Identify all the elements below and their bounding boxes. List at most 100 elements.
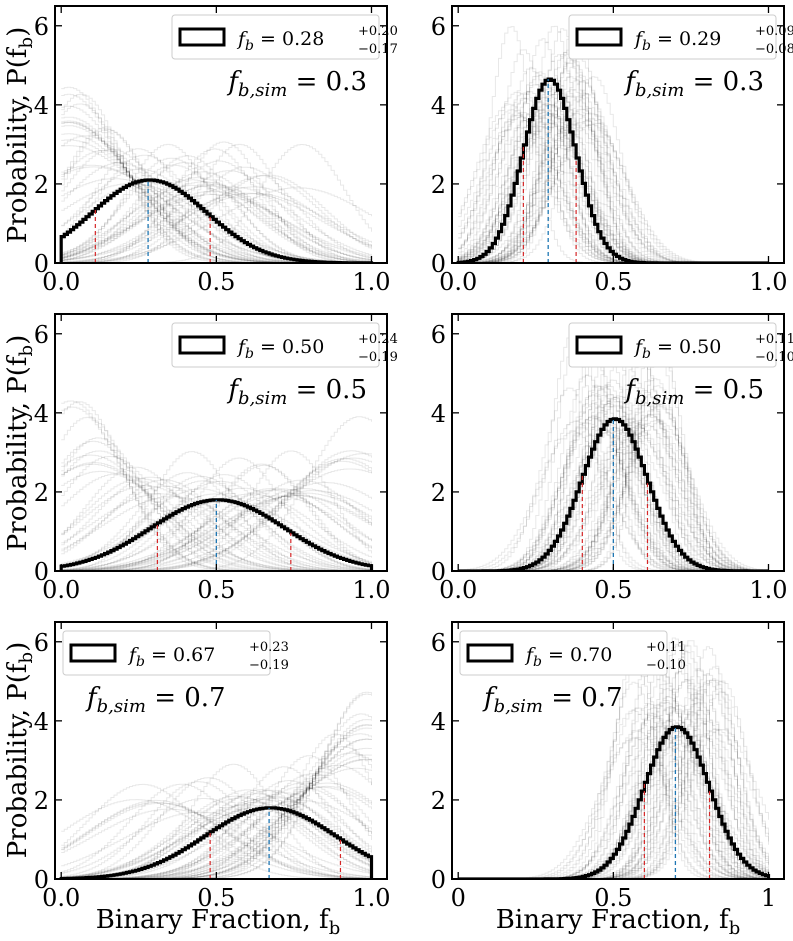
realization-curve bbox=[61, 171, 372, 263]
realization-curve bbox=[458, 646, 769, 879]
realization-curve bbox=[458, 668, 769, 879]
realization-curve bbox=[61, 148, 372, 263]
realization-curve bbox=[458, 734, 769, 879]
realization-curve bbox=[61, 488, 372, 570]
realization-curve bbox=[458, 62, 769, 263]
y-tick-label: 6 bbox=[34, 13, 49, 41]
realization-curve bbox=[458, 378, 769, 571]
realization-curve bbox=[458, 109, 769, 263]
axes-frame bbox=[451, 621, 785, 880]
realization-curve bbox=[61, 786, 372, 879]
legend-swatch bbox=[466, 643, 514, 663]
x-tick-label: 0.5 bbox=[197, 576, 235, 604]
legend-lower-error: −0.08 bbox=[755, 42, 793, 57]
axes-frame bbox=[54, 5, 388, 264]
realization-curve bbox=[458, 76, 769, 263]
legend-swatch bbox=[575, 27, 623, 47]
realization-curve bbox=[458, 667, 769, 879]
panel-top-right: 0.0 0.5 1.0 0 2 4 6 fb = 0.29 +0.09 −0.08 fb,sim =… bbox=[431, 5, 793, 296]
realization-curve bbox=[61, 785, 372, 879]
realization-curve bbox=[61, 401, 372, 571]
realization-curve bbox=[61, 185, 372, 260]
y-tick-label: 0 bbox=[431, 866, 446, 894]
realization-curve bbox=[61, 804, 372, 878]
realization-curve bbox=[458, 702, 769, 879]
y-tick-label: 0 bbox=[34, 250, 49, 278]
realization-curve bbox=[458, 55, 769, 263]
x-tick-label: 1.0 bbox=[352, 268, 390, 296]
realization-curve bbox=[458, 109, 769, 263]
legend-lower-error: −0.10 bbox=[646, 658, 686, 673]
legend: fb = 0.50 +0.11 −0.10 bbox=[568, 322, 793, 368]
realization-curve bbox=[458, 702, 769, 879]
realization-curve bbox=[61, 798, 372, 878]
legend: fb = 0.28 +0.20 −0.17 bbox=[171, 14, 398, 60]
legend-box bbox=[568, 14, 777, 60]
realization-curve bbox=[458, 688, 769, 879]
realization-curve bbox=[458, 111, 769, 263]
realization-curve bbox=[61, 782, 372, 879]
realization-curve bbox=[61, 184, 372, 262]
realization-curve bbox=[458, 728, 769, 879]
legend-label: fb = 0.29 bbox=[633, 28, 721, 54]
realization-curve bbox=[458, 387, 769, 571]
realization-curve bbox=[458, 680, 769, 879]
y-tick-label: 6 bbox=[34, 629, 49, 657]
realization-curve bbox=[61, 781, 372, 879]
realization-curve bbox=[61, 485, 372, 571]
realization-curve bbox=[458, 731, 769, 879]
legend-label: fb = 0.28 bbox=[236, 28, 324, 54]
legend-label: fb = 0.50 bbox=[236, 336, 324, 362]
legend-swatch bbox=[178, 27, 226, 47]
f-sim-annotation: fb,sim = 0.3 bbox=[226, 67, 367, 101]
x-tick-label: 0.0 bbox=[42, 268, 80, 296]
realization-curve bbox=[61, 493, 372, 571]
realization-curve bbox=[61, 802, 372, 879]
legend-upper-error: +0.20 bbox=[358, 24, 398, 39]
f-sim-annotation: fb,sim = 0.5 bbox=[226, 375, 367, 409]
realization-curve bbox=[61, 476, 372, 571]
legend-swatch bbox=[69, 643, 117, 663]
realization-curve bbox=[458, 113, 769, 263]
legend-upper-error: +0.11 bbox=[755, 332, 793, 347]
axes-frame bbox=[54, 621, 388, 880]
realization-curve bbox=[61, 487, 372, 571]
realization-curve bbox=[458, 26, 769, 263]
y-tick-label: 2 bbox=[431, 171, 446, 199]
realization-curve bbox=[458, 678, 769, 879]
legend-box bbox=[459, 630, 668, 676]
realization-curve bbox=[61, 186, 372, 263]
realization-curve bbox=[61, 416, 372, 571]
realization-curve bbox=[61, 488, 372, 571]
legend-label: fb = 0.70 bbox=[524, 644, 612, 670]
realization-curve bbox=[61, 733, 372, 879]
realization-curve bbox=[458, 96, 769, 263]
realization-curve bbox=[61, 86, 372, 263]
legend-swatch bbox=[575, 335, 623, 355]
y-tick-label: 0 bbox=[34, 558, 49, 586]
realization-curve bbox=[458, 74, 769, 263]
realization-curve bbox=[61, 713, 372, 879]
f-sim-annotation: fb,sim = 0.7 bbox=[482, 683, 623, 717]
realization-curve bbox=[61, 799, 372, 879]
legend-box bbox=[171, 14, 380, 60]
realization-curve bbox=[61, 797, 372, 879]
realization-curve bbox=[61, 474, 372, 571]
realization-curve bbox=[61, 400, 372, 571]
realization-curve bbox=[458, 333, 769, 571]
y-tick-label: 6 bbox=[431, 321, 446, 349]
y-axis-title-top: Probability, P(fb) bbox=[3, 27, 37, 243]
realization-curve bbox=[61, 799, 372, 879]
realization-curve bbox=[61, 416, 372, 571]
realization-curve bbox=[61, 468, 372, 571]
y-tick-label: 2 bbox=[431, 479, 446, 507]
realization-curve bbox=[61, 470, 372, 571]
realization-curve bbox=[61, 170, 372, 263]
legend-lower-error: −0.19 bbox=[358, 350, 398, 365]
legend-upper-error: +0.24 bbox=[358, 332, 398, 347]
realization-curve bbox=[61, 480, 372, 571]
realization-curve bbox=[458, 91, 769, 263]
f-sim-annotation: fb,sim = 0.5 bbox=[623, 375, 764, 409]
realization-curve bbox=[61, 811, 372, 874]
realization-curve bbox=[458, 91, 769, 263]
